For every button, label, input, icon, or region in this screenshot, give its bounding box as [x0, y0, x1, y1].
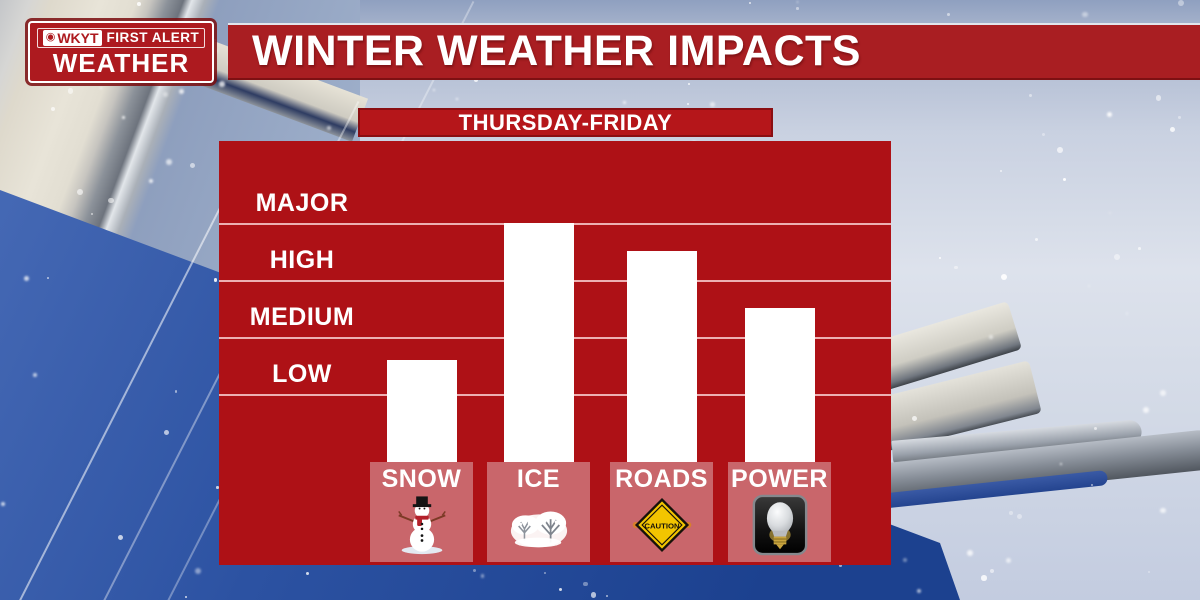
snowflake — [1107, 111, 1113, 117]
caution-sign-icon: CAUTION — [631, 494, 693, 556]
snowflake — [966, 549, 973, 556]
impact-chart-panel: MAJOR HIGH MEDIUM LOW SNOW ICE — [219, 141, 891, 565]
snowflake — [1169, 126, 1176, 133]
snowflake — [1155, 95, 1162, 101]
page-title: WINTER WEATHER IMPACTS — [252, 27, 861, 75]
snowflake — [1143, 407, 1150, 413]
snowflake — [1035, 238, 1039, 242]
impact-bar-roads — [626, 251, 697, 462]
category-box-ice: ICE — [487, 462, 590, 562]
snowflake — [981, 575, 987, 581]
level-label-major: MAJOR — [255, 189, 349, 217]
snowflake — [1028, 94, 1033, 98]
level-label-medium: MEDIUM — [249, 303, 355, 331]
light-bulb-icon — [749, 494, 811, 556]
snowflake — [1057, 147, 1063, 153]
snowflake — [710, 102, 716, 107]
cbs-eye-icon: ◉ — [45, 31, 56, 43]
snowflake — [1125, 312, 1128, 315]
period-label: THURSDAY-FRIDAY — [458, 109, 673, 135]
station-logo: ◉ WKYT FIRST ALERT WEATHER — [28, 21, 214, 83]
snowflake — [1178, 0, 1185, 7]
snowflake — [1042, 133, 1046, 137]
logo-tagline: FIRST ALERT — [106, 30, 200, 45]
snowflake — [953, 265, 958, 270]
level-label-high: HIGH — [269, 246, 335, 274]
level-label-low: LOW — [272, 360, 332, 388]
snowflake — [433, 88, 435, 91]
station-callsign: ◉ WKYT — [42, 29, 102, 46]
logo-top-row: ◉ WKYT FIRST ALERT — [36, 27, 206, 48]
snowflake — [1009, 510, 1013, 515]
snowflake — [456, 98, 459, 100]
snowflake — [1000, 170, 1003, 173]
snowflake — [1113, 253, 1120, 260]
snowman-icon — [391, 494, 453, 556]
period-banner: THURSDAY-FRIDAY — [358, 108, 773, 137]
snowflake — [748, 2, 752, 5]
category-box-power: POWER — [728, 462, 831, 562]
impact-bar-snow — [386, 360, 457, 462]
logo-brand: WEATHER — [52, 47, 190, 78]
snowflake — [623, 101, 626, 104]
impact-bar-power — [744, 308, 815, 462]
title-banner: WINTER WEATHER IMPACTS — [228, 23, 1200, 80]
snowflake — [796, 7, 799, 10]
snowflake — [686, 102, 690, 106]
snowflake — [1063, 177, 1067, 181]
category-label-roads: ROADS — [615, 465, 708, 493]
category-box-snow: SNOW — [370, 462, 473, 562]
snowflake — [1017, 513, 1023, 520]
snowflake — [938, 257, 941, 260]
impact-bar-ice — [503, 223, 574, 462]
snowflake — [1001, 274, 1008, 281]
category-label-power: POWER — [731, 465, 828, 493]
snowflake — [687, 83, 690, 86]
category-box-roads: ROADS CAUTION — [610, 462, 713, 562]
snowflake — [1137, 247, 1141, 251]
snowflake — [1160, 507, 1167, 514]
snowflake — [1087, 285, 1090, 288]
snowflake — [1082, 11, 1088, 18]
snowflake — [989, 568, 994, 574]
snowflake — [1178, 116, 1181, 119]
category-label-snow: SNOW — [381, 465, 462, 493]
category-label-ice: ICE — [516, 465, 561, 493]
station-callsign-text: WKYT — [57, 29, 99, 46]
icy-trees-icon — [508, 494, 570, 556]
snowflake — [946, 13, 950, 17]
snowflake — [1006, 557, 1012, 563]
snowflake — [796, 1, 799, 3]
snowflake — [1108, 211, 1111, 215]
svg-text:CAUTION: CAUTION — [644, 521, 680, 530]
snowflake — [1160, 389, 1167, 396]
snowflake — [1148, 570, 1151, 573]
